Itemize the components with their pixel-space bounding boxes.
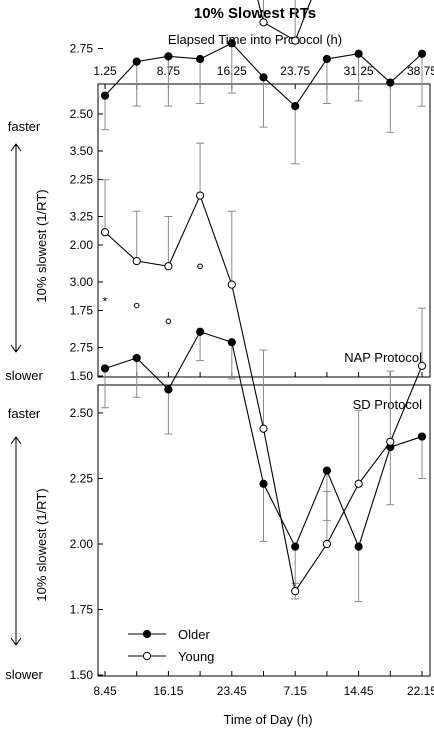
data-point bbox=[132, 256, 141, 266]
legend: Older Young bbox=[128, 627, 214, 664]
y-tick-label: 2.25 bbox=[70, 173, 94, 187]
data-point bbox=[386, 78, 395, 87]
y-tick-label: 2.50 bbox=[70, 107, 94, 121]
y-tick-label: 1.50 bbox=[70, 668, 94, 682]
bottom-axis-label: Time of Day (h) bbox=[223, 712, 312, 727]
x-tick-label: 22.15 bbox=[407, 684, 434, 698]
nap-protocol-panel: 1.50 1.75 2.00 2.25 2.50 2.75 3.00 3.25 3.50 NAP … bbox=[70, 0, 431, 383]
data-point bbox=[100, 91, 110, 100]
series-older bbox=[100, 327, 427, 603]
significance-marker: * bbox=[103, 294, 108, 308]
data-point bbox=[259, 73, 268, 82]
data-point bbox=[259, 424, 268, 433]
plot-frame bbox=[97, 83, 431, 378]
y-tick-label: 3.50 bbox=[70, 144, 94, 158]
top-tick-label: 23.75 bbox=[280, 64, 310, 78]
data-point bbox=[196, 54, 205, 64]
significance-marker bbox=[197, 263, 203, 270]
top-tick-label: 38.75 bbox=[407, 64, 434, 78]
arrow-up-icon bbox=[10, 143, 22, 152]
data-point bbox=[259, 479, 268, 488]
data-point bbox=[132, 57, 141, 66]
y-tick-label: 2.75 bbox=[70, 341, 94, 355]
data-point bbox=[291, 542, 300, 551]
y-tick-label: 3.25 bbox=[70, 210, 94, 224]
arrow-down-icon bbox=[10, 344, 22, 353]
data-point bbox=[164, 385, 173, 394]
data-point bbox=[354, 542, 363, 551]
x-tick-label: 7.15 bbox=[284, 684, 308, 698]
data-point bbox=[227, 338, 236, 347]
top-tick-label: 1.25 bbox=[93, 64, 117, 78]
arrow-down-icon bbox=[10, 637, 22, 646]
data-point bbox=[227, 280, 236, 289]
legend-marker bbox=[142, 651, 152, 661]
series-older bbox=[100, 39, 427, 165]
top-axis-label: Elapsed Time into Protocol (h) bbox=[168, 32, 342, 47]
sd-protocol-panel: 1.50 1.75 2.00 2.25 2.50 2.75 3.00 3.25 3.50 8.45… bbox=[70, 142, 434, 698]
data-point bbox=[322, 54, 331, 64]
data-point bbox=[417, 432, 427, 441]
top-axis: 1.25 8.75 16.25 23.75 31.25 38.75 bbox=[93, 64, 434, 78]
data-point bbox=[196, 191, 205, 200]
data-point bbox=[322, 466, 331, 475]
panel-label: SD Protocol bbox=[353, 397, 422, 412]
significance-marker bbox=[165, 318, 172, 325]
data-point bbox=[386, 437, 395, 446]
legend-label: Young bbox=[178, 649, 214, 664]
slower-label-bottom: slower bbox=[5, 667, 43, 682]
y-tick-label: 1.50 bbox=[70, 369, 94, 383]
data-point bbox=[322, 539, 331, 549]
panel-label: NAP Protocol bbox=[344, 350, 422, 365]
data-point bbox=[132, 353, 141, 363]
x-tick-label: 16.15 bbox=[153, 684, 183, 698]
direction-indicator-bottom: faster slower bbox=[5, 406, 43, 682]
data-point bbox=[354, 49, 363, 58]
x-tick-label: 8.45 bbox=[93, 684, 117, 698]
legend-label: Older bbox=[178, 627, 210, 642]
y-tick-label: 3.00 bbox=[70, 275, 94, 289]
x-tick-label: 14.45 bbox=[344, 684, 374, 698]
y-tick-label: 2.00 bbox=[70, 537, 94, 551]
y-tick-label: 2.75 bbox=[70, 42, 94, 56]
series-young bbox=[100, 142, 427, 596]
significance-marker bbox=[133, 302, 140, 309]
data-point bbox=[164, 52, 173, 61]
x-tick-label: 23.45 bbox=[217, 684, 247, 698]
data-point bbox=[291, 36, 300, 45]
direction-indicator-top: faster slower bbox=[5, 119, 43, 383]
data-point bbox=[417, 361, 427, 370]
arrow-up-icon bbox=[10, 436, 22, 445]
data-point bbox=[227, 39, 236, 48]
data-point bbox=[164, 262, 173, 271]
data-point bbox=[259, 18, 268, 27]
y-tick-label: 1.75 bbox=[70, 603, 94, 617]
data-point bbox=[291, 102, 300, 111]
y-tick-label: 2.00 bbox=[70, 238, 94, 252]
y-axis-label-top: 10% slowest (1/RT) bbox=[34, 189, 49, 302]
data-point bbox=[100, 364, 110, 373]
legend-marker bbox=[142, 629, 152, 639]
data-point bbox=[354, 479, 363, 488]
data-point bbox=[417, 49, 427, 58]
y-tick-label: 2.25 bbox=[70, 472, 94, 486]
data-point bbox=[100, 228, 110, 237]
faster-label-bottom: faster bbox=[8, 406, 41, 421]
slower-label-top: slower bbox=[5, 368, 43, 383]
chart-title: 10% Slowest RTs bbox=[194, 5, 316, 22]
y-tick-label: 1.75 bbox=[70, 304, 94, 318]
faster-label-top: faster bbox=[8, 119, 41, 134]
data-point bbox=[196, 327, 205, 336]
data-point bbox=[291, 587, 300, 596]
y-axis-label-bottom: 10% slowest (1/RT) bbox=[34, 488, 49, 601]
series-young bbox=[257, 0, 312, 45]
y-tick-label: 2.50 bbox=[70, 406, 94, 420]
